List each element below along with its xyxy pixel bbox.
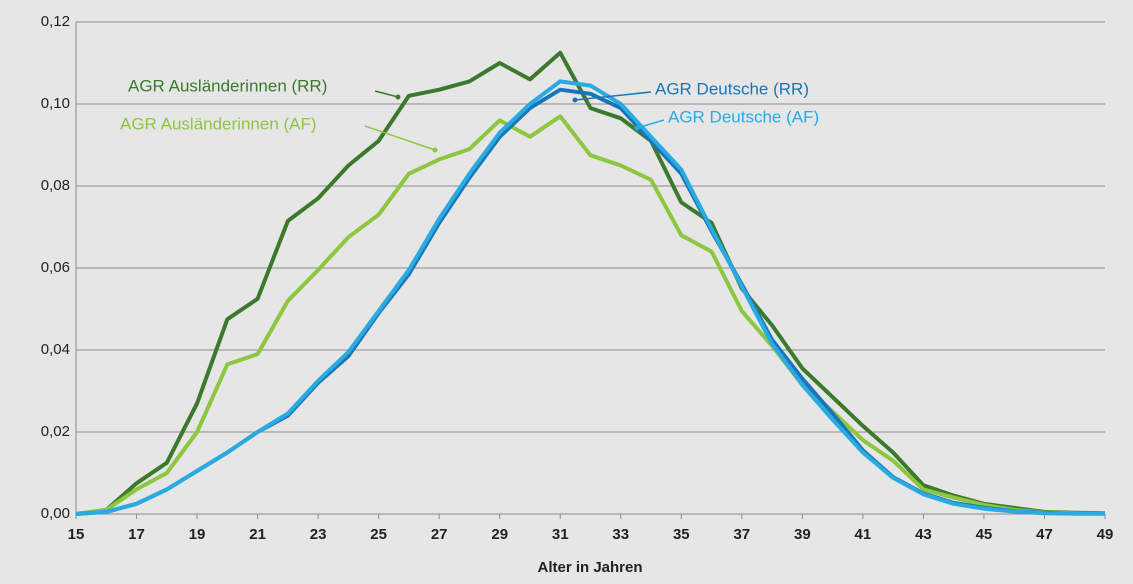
x-tick-label: 23 — [310, 526, 327, 543]
x-tick-label: 47 — [1036, 526, 1053, 543]
x-tick-label: 17 — [128, 526, 145, 543]
series-line — [75, 50, 1106, 516]
series-line — [75, 79, 1105, 516]
annotation-leader — [374, 90, 399, 98]
x-tick-label: 31 — [552, 526, 569, 543]
annotation-arrowhead — [572, 97, 578, 103]
y-tick-label: 0,08 — [41, 177, 70, 194]
x-tick-label: 35 — [673, 526, 690, 543]
x-axis-label: Alter in Jahren — [537, 559, 642, 576]
y-tick-label: 0,02 — [41, 423, 70, 440]
annotation-leader — [636, 119, 665, 129]
y-tick-label: 0,06 — [41, 259, 70, 276]
x-tick-label: 15 — [68, 526, 85, 543]
y-tick-label: 0,12 — [41, 13, 70, 30]
series-label: AGR Deutsche (RR) — [655, 79, 809, 98]
annotation-arrowhead — [634, 125, 640, 131]
x-tick-label: 27 — [431, 526, 448, 543]
annotation-arrowhead — [395, 94, 401, 100]
annotation-leader — [574, 91, 652, 101]
annotation-arrowhead — [432, 147, 438, 153]
x-tick-label: 39 — [794, 526, 811, 543]
series-label: AGR Deutsche (AF) — [668, 107, 819, 126]
series-label: AGR Ausländerinnen (RR) — [128, 76, 327, 95]
x-tick-label: 37 — [733, 526, 750, 543]
x-tick-label: 29 — [491, 526, 508, 543]
x-tick-label: 41 — [855, 526, 872, 543]
x-tick-label: 49 — [1097, 526, 1114, 543]
x-tick-label: 21 — [249, 526, 266, 543]
y-tick-label: 0,04 — [41, 341, 70, 358]
x-tick-label: 19 — [189, 526, 206, 543]
x-tick-label: 45 — [976, 526, 993, 543]
x-tick-label: 25 — [370, 526, 387, 543]
x-tick-label: 43 — [915, 526, 932, 543]
annotation-leader — [364, 125, 436, 151]
x-tick-label: 33 — [612, 526, 629, 543]
series-label: AGR Ausländerinnen (AF) — [120, 114, 317, 133]
y-tick-label: 0,10 — [41, 95, 70, 112]
y-tick-label: 0,00 — [41, 505, 70, 522]
series-line — [75, 114, 1106, 516]
